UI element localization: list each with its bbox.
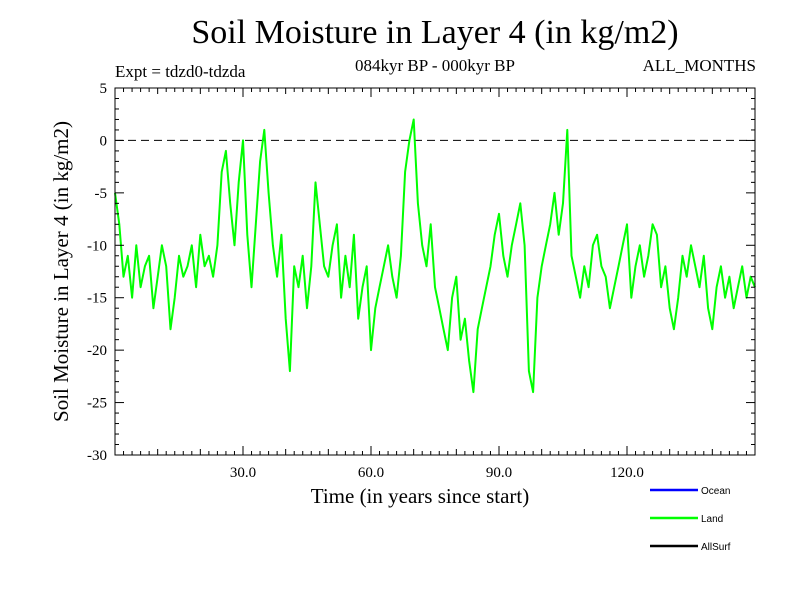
y-tick-label: -25 bbox=[87, 396, 107, 412]
y-tick-label: -30 bbox=[87, 448, 107, 464]
y-tick-label: -15 bbox=[87, 291, 107, 307]
plot-area bbox=[114, 118, 756, 394]
y-tick-label: -5 bbox=[95, 186, 108, 202]
legend-label-land: Land bbox=[701, 514, 723, 525]
legend-label-ocean: Ocean bbox=[701, 486, 730, 497]
series-line-land bbox=[114, 118, 756, 394]
y-tick-label: -20 bbox=[87, 343, 107, 359]
time-range-label: 084kyr BP - 000kyr BP bbox=[355, 56, 515, 75]
plot-frame bbox=[114, 87, 756, 456]
months-label: ALL_MONTHS bbox=[642, 56, 756, 75]
y-tick-label: 5 bbox=[100, 81, 108, 97]
axes: 30.0 60.0 90.0 120.0 5 0 -5 -10 -15 -20 -25 -30 Time… bbox=[49, 81, 756, 508]
y-axis-title: Soil Moisture in Layer 4 (in kg/m2) bbox=[49, 121, 73, 422]
y-tick-label: 0 bbox=[100, 133, 108, 149]
x-tick-label: 90.0 bbox=[486, 465, 512, 481]
legend-label-allsurf: AllSurf bbox=[701, 542, 731, 553]
x-tick-label: 60.0 bbox=[358, 465, 384, 481]
legend: Ocean Land AllSurf bbox=[650, 486, 731, 553]
y-tick-label: -10 bbox=[87, 238, 107, 254]
experiment-label: Expt = tdzd0-tdzda bbox=[115, 62, 246, 81]
x-tick-label: 30.0 bbox=[230, 465, 256, 481]
x-tick-label: 120.0 bbox=[610, 465, 644, 481]
chart-title: Soil Moisture in Layer 4 (in kg/m2) bbox=[191, 14, 679, 51]
x-axis-title: Time (in years since start) bbox=[311, 484, 530, 508]
